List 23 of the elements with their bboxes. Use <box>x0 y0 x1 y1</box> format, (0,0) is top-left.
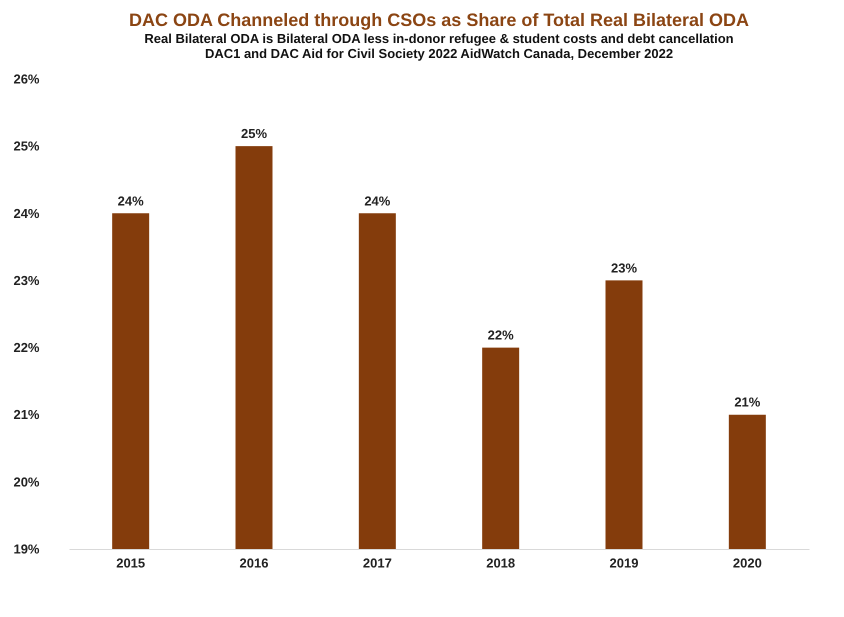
x-tick-label: 2015 <box>116 556 146 570</box>
x-tick-label: 2017 <box>362 556 392 570</box>
y-tick-label: 24% <box>13 206 40 221</box>
text: DAC1 and DAC Aid for Civil Society 2022 AidWatch Canada, December 2022 <box>204 46 674 61</box>
x-tick-label: 2019 <box>610 556 638 570</box>
text: Real Bilateral ODA is Bilateral ODA less in-donor refugee & student costs and debt cancellation <box>144 31 734 46</box>
data-label: 24% <box>364 193 391 208</box>
x-tick-label: 2018 <box>486 556 516 570</box>
chart-title: DAC ODA Channeled through CSOs as Share of Total Real Bilateral ODA <box>128 10 750 30</box>
data-label: 25% <box>240 126 268 142</box>
data-label: 23% <box>610 260 638 276</box>
data-label: 21% <box>734 394 761 410</box>
data-label: 22% <box>488 328 514 343</box>
y-tick-label: 21% <box>13 407 40 422</box>
y-tick-label: 26% <box>13 72 40 86</box>
y-tick-label: 23% <box>13 272 40 288</box>
y-tick-label: 25% <box>13 138 40 154</box>
y-tick-label: 20% <box>13 474 40 490</box>
x-tick-label: 2016 <box>240 556 268 570</box>
y-tick-label: 19% <box>13 542 40 556</box>
data-label: 24% <box>118 193 144 208</box>
x-tick-label: 2020 <box>732 556 762 570</box>
y-tick-label: 22% <box>13 340 40 356</box>
